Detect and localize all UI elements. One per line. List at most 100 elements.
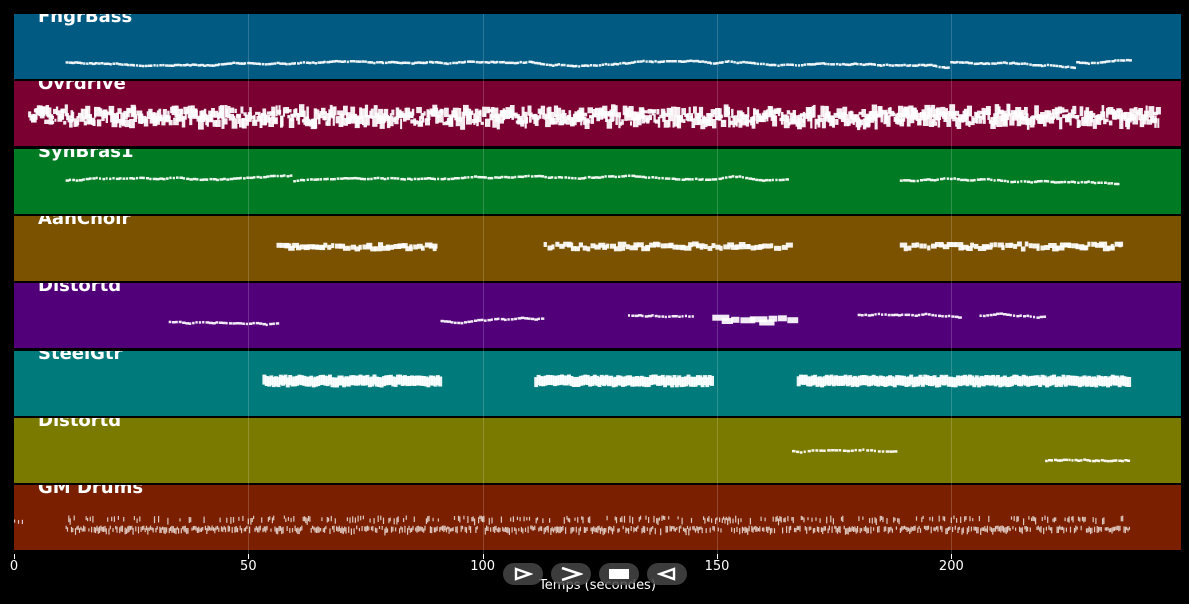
note — [329, 105, 333, 118]
note — [967, 61, 972, 65]
note — [212, 120, 217, 128]
note — [772, 516, 774, 522]
note — [527, 526, 529, 533]
note — [999, 312, 1004, 316]
note — [443, 62, 447, 65]
track-lane[interactable]: Ovrdrive — [14, 81, 1181, 147]
note — [979, 375, 984, 386]
note — [317, 526, 319, 533]
note — [306, 518, 308, 525]
note — [856, 526, 859, 533]
note — [758, 243, 764, 249]
forward-button[interactable] — [551, 563, 591, 585]
note — [508, 528, 510, 536]
note — [363, 375, 368, 386]
note — [247, 112, 252, 123]
play-button[interactable] — [503, 563, 543, 585]
note — [642, 525, 644, 533]
note — [1110, 374, 1115, 385]
note — [373, 518, 375, 524]
note — [54, 118, 57, 123]
note — [528, 516, 531, 521]
play-icon — [514, 567, 533, 581]
note — [187, 528, 189, 534]
note — [1046, 63, 1050, 67]
note — [960, 178, 964, 181]
note — [874, 449, 876, 452]
note — [918, 374, 923, 385]
note — [667, 375, 672, 385]
track-lane[interactable]: Distortd — [14, 283, 1181, 349]
track-lane[interactable]: FngrBass — [14, 14, 1181, 79]
note — [149, 177, 152, 180]
note — [952, 526, 954, 533]
note — [175, 320, 178, 324]
note — [581, 112, 588, 117]
note — [891, 64, 895, 67]
note — [574, 517, 576, 521]
note — [1093, 61, 1096, 65]
note — [282, 526, 284, 534]
note — [693, 376, 698, 387]
note — [185, 322, 190, 325]
note — [1032, 243, 1040, 249]
note — [510, 175, 514, 179]
note — [355, 60, 359, 63]
note — [307, 244, 315, 250]
note — [970, 242, 974, 248]
note — [688, 177, 692, 181]
track-lane[interactable]: GM Drums — [14, 485, 1181, 551]
note — [100, 62, 104, 65]
note — [1097, 459, 1101, 462]
note — [938, 65, 941, 69]
note — [192, 109, 198, 120]
note — [885, 450, 890, 453]
note — [590, 527, 592, 532]
note — [244, 114, 250, 121]
stop-button[interactable] — [599, 563, 639, 585]
note — [1122, 375, 1127, 386]
note — [756, 111, 759, 124]
rewind-button[interactable] — [647, 563, 687, 585]
note — [1085, 528, 1088, 533]
note — [899, 242, 908, 248]
note — [170, 526, 172, 532]
note — [630, 121, 632, 126]
track-lane[interactable]: AahChoir — [14, 215, 1181, 281]
note — [927, 107, 933, 120]
note — [278, 374, 283, 385]
note — [95, 527, 97, 534]
note — [222, 118, 228, 125]
note — [127, 526, 129, 533]
note — [1132, 116, 1139, 125]
note — [320, 61, 325, 64]
note — [273, 515, 275, 521]
note — [985, 244, 993, 250]
note — [82, 177, 85, 181]
note — [1060, 180, 1064, 183]
note — [824, 526, 826, 531]
note — [1108, 120, 1113, 126]
note — [668, 242, 674, 248]
track-lane[interactable]: SynBras1 — [14, 148, 1181, 214]
note — [336, 176, 340, 180]
note — [104, 525, 106, 532]
note — [530, 525, 532, 530]
note — [1105, 60, 1109, 63]
note — [981, 243, 990, 249]
note — [903, 525, 905, 530]
note — [267, 62, 272, 66]
note — [169, 176, 172, 179]
note — [811, 517, 813, 522]
note — [58, 114, 64, 120]
note — [939, 374, 944, 385]
note — [318, 374, 323, 385]
note — [600, 110, 604, 117]
track-lane[interactable]: Distortd — [14, 417, 1181, 483]
note — [540, 105, 546, 115]
track-lane[interactable]: SteelGtr — [14, 350, 1181, 416]
note — [132, 106, 137, 117]
note — [328, 517, 330, 522]
note — [670, 376, 675, 387]
note — [336, 526, 338, 532]
